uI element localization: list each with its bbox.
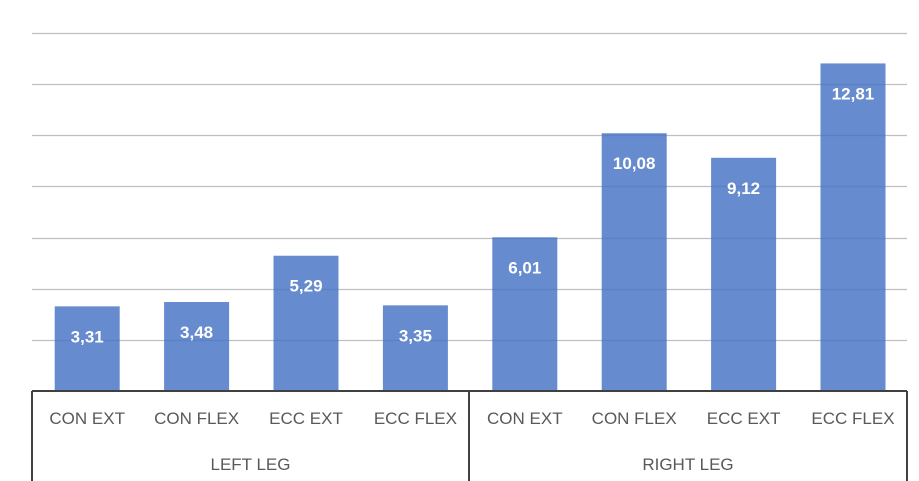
- category-tick-label: CON EXT: [487, 409, 563, 428]
- gridlines: [32, 32, 907, 342]
- bars: [54, 63, 886, 392]
- group-label: LEFT LEG: [211, 455, 291, 474]
- bar-value-label: 5,29: [289, 277, 322, 296]
- data-labels: 3,31 3,48 5,29 3,35 6,01 10,08 9,12 12,81: [71, 84, 875, 346]
- bar: [54, 306, 120, 391]
- category-axis: [31, 390, 908, 481]
- bar-value-label: 6,01: [508, 258, 541, 277]
- category-tick-label: ECC EXT: [269, 409, 343, 428]
- bar: [820, 63, 886, 392]
- category-tick-label: CON EXT: [49, 409, 125, 428]
- category-tick-labels: CON EXT CON FLEX ECC EXT ECC FLEX CON EXT CON…: [49, 409, 894, 428]
- category-tick-label: ECC EXT: [707, 409, 781, 428]
- category-tick-label: ECC FLEX: [811, 409, 894, 428]
- bar: [601, 133, 667, 392]
- bar: [273, 255, 339, 391]
- bar-value-label: 3,48: [180, 323, 213, 342]
- bar-value-label: 9,12: [727, 179, 760, 198]
- category-tick-label: CON FLEX: [592, 409, 677, 428]
- group-labels: LEFT LEG RIGHT LEG: [211, 455, 734, 474]
- bar: [492, 237, 558, 391]
- group-label: RIGHT LEG: [642, 455, 733, 474]
- bar: [382, 305, 448, 391]
- bar-value-label: 12,81: [832, 84, 875, 103]
- category-tick-label: ECC FLEX: [374, 409, 457, 428]
- bar-value-label: 3,31: [71, 327, 104, 346]
- bar: [711, 157, 777, 391]
- bar-value-label: 3,35: [399, 326, 432, 345]
- bar-value-label: 10,08: [613, 154, 656, 173]
- category-tick-label: CON FLEX: [154, 409, 239, 428]
- bar: [164, 302, 230, 391]
